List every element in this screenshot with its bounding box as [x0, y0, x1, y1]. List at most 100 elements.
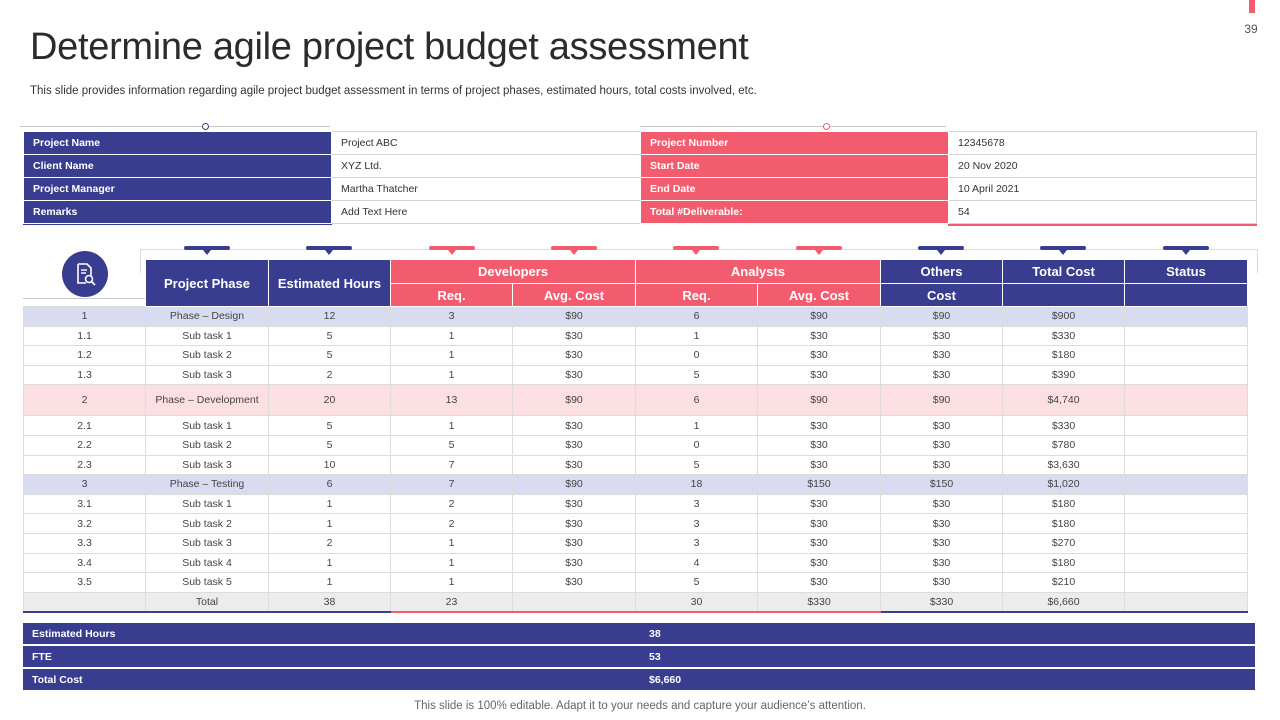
divider	[23, 298, 145, 299]
cell-status	[1124, 434, 1248, 456]
subheader-analyst-req: Req.	[635, 283, 758, 307]
info-row: Project Name Project ABC	[23, 131, 641, 155]
cell-status	[1124, 454, 1248, 476]
cell-estimated-hours: 38	[268, 591, 391, 614]
divider	[20, 126, 330, 127]
cell-phase-name: Sub task 2	[145, 434, 269, 456]
cell-total-cost: $180	[1002, 552, 1125, 574]
info-label: Project Name	[23, 131, 332, 155]
cell-phase-id: 3	[23, 474, 146, 495]
cell-others-cost: $90	[880, 306, 1003, 327]
col-header-estimated-hours: Estimated Hours	[268, 259, 391, 307]
cell-analyst-req: 3	[635, 493, 758, 515]
cell-phase-name: Sub task 3	[145, 364, 269, 386]
cell-phase-name: Sub task 3	[145, 454, 269, 476]
cell-status	[1124, 325, 1248, 347]
cell-phase-name: Sub task 5	[145, 572, 269, 593]
divider	[948, 224, 1257, 226]
cell-total-cost: $180	[1002, 493, 1125, 515]
cell-analyst-req: 1	[635, 415, 758, 436]
cell-analyst-avg-cost: $30	[757, 364, 881, 386]
cell-total-cost: $180	[1002, 513, 1125, 534]
cell-dev-avg-cost: $90	[512, 474, 636, 495]
cell-status	[1124, 572, 1248, 593]
cell-dev-avg-cost: $30	[512, 552, 636, 574]
table-row: Total 38 23 30 $330 $330 $6,660	[23, 591, 1248, 614]
table-row: 3.1 Sub task 1 1 2 $30 3 $30 $30 $180	[23, 493, 1248, 515]
cell-dev-avg-cost: $30	[512, 415, 636, 436]
col-header-others: Others	[880, 259, 1003, 284]
cell-phase-id: 3.4	[23, 552, 146, 574]
cell-total-cost: $270	[1002, 532, 1125, 554]
pin-marker	[184, 246, 230, 255]
col-header-project-phase: Project Phase	[145, 259, 269, 307]
cell-phase-id: 2.2	[23, 434, 146, 456]
cell-dev-req: 1	[390, 532, 513, 554]
info-row: End Date 10 April 2021	[640, 177, 1257, 201]
cell-dev-avg-cost: $90	[512, 384, 636, 417]
cell-dev-avg-cost: $30	[512, 513, 636, 534]
cell-phase-id: 3.2	[23, 513, 146, 534]
info-value: Add Text Here	[331, 200, 641, 224]
cell-analyst-req: 6	[635, 306, 758, 327]
info-label: Project Number	[640, 131, 949, 155]
cell-estimated-hours: 2	[268, 364, 391, 386]
cell-analyst-req: 0	[635, 434, 758, 456]
table-row: 1.1 Sub task 1 5 1 $30 1 $30 $30 $330	[23, 325, 1248, 347]
cell-analyst-req: 6	[635, 384, 758, 417]
summary-value: 38	[640, 623, 1255, 646]
info-value: Project ABC	[331, 131, 641, 155]
col-header-total-cost: Total Cost	[1002, 259, 1125, 284]
cell-others-cost: $30	[880, 364, 1003, 386]
info-value: 12345678	[948, 131, 1257, 155]
cell-others-cost: $30	[880, 493, 1003, 515]
pin-marker	[429, 246, 475, 255]
info-row: Project Number 12345678	[640, 131, 1257, 155]
cell-analyst-avg-cost: $30	[757, 493, 881, 515]
cell-dev-req: 7	[390, 454, 513, 476]
cell-total-cost: $210	[1002, 572, 1125, 593]
cell-total-cost: $900	[1002, 306, 1125, 327]
cell-phase-name: Sub task 2	[145, 345, 269, 366]
pin-marker	[551, 246, 597, 255]
info-label: Client Name	[23, 154, 332, 178]
cell-analyst-req: 0	[635, 345, 758, 366]
cell-analyst-avg-cost: $90	[757, 384, 881, 417]
pin-marker	[1163, 246, 1209, 255]
cell-total-cost: $6,660	[1002, 591, 1125, 614]
info-value: 20 Nov 2020	[948, 154, 1257, 178]
cell-dev-avg-cost	[512, 591, 636, 614]
accent-bar	[1249, 0, 1255, 13]
cell-dev-avg-cost: $30	[512, 345, 636, 366]
page-title: Determine agile project budget assessmen…	[30, 26, 749, 68]
cell-analyst-avg-cost: $30	[757, 454, 881, 476]
pin-marker	[796, 246, 842, 255]
cell-analyst-req: 3	[635, 513, 758, 534]
cell-others-cost: $30	[880, 454, 1003, 476]
cell-others-cost: $30	[880, 513, 1003, 534]
cell-phase-name: Sub task 2	[145, 513, 269, 534]
cell-analyst-req: 4	[635, 552, 758, 574]
cell-dev-req: 1	[390, 364, 513, 386]
cell-phase-name: Sub task 1	[145, 325, 269, 347]
cell-dev-req: 3	[390, 306, 513, 327]
cell-analyst-avg-cost: $30	[757, 434, 881, 456]
info-label: Project Manager	[23, 177, 332, 201]
cell-dev-req: 1	[390, 325, 513, 347]
cell-phase-id: 3.3	[23, 532, 146, 554]
cell-status	[1124, 474, 1248, 495]
project-info-left: Project Name Project ABC Client Name XYZ L…	[23, 131, 641, 224]
cell-phase-name: Sub task 4	[145, 552, 269, 574]
cell-estimated-hours: 12	[268, 306, 391, 327]
cell-analyst-avg-cost: $90	[757, 306, 881, 327]
cell-analyst-avg-cost: $150	[757, 474, 881, 495]
info-value: Martha Thatcher	[331, 177, 641, 201]
project-info-right: Project Number 12345678 Start Date 20 Nov …	[640, 131, 1257, 224]
cell-estimated-hours: 1	[268, 513, 391, 534]
subheader-dev-avg-cost: Avg. Cost	[512, 283, 636, 307]
cell-total-cost: $390	[1002, 364, 1125, 386]
cell-phase-id: 3.1	[23, 493, 146, 515]
cell-dev-req: 1	[390, 415, 513, 436]
subheader-others-cost: Cost	[880, 283, 1003, 307]
cell-status	[1124, 513, 1248, 534]
